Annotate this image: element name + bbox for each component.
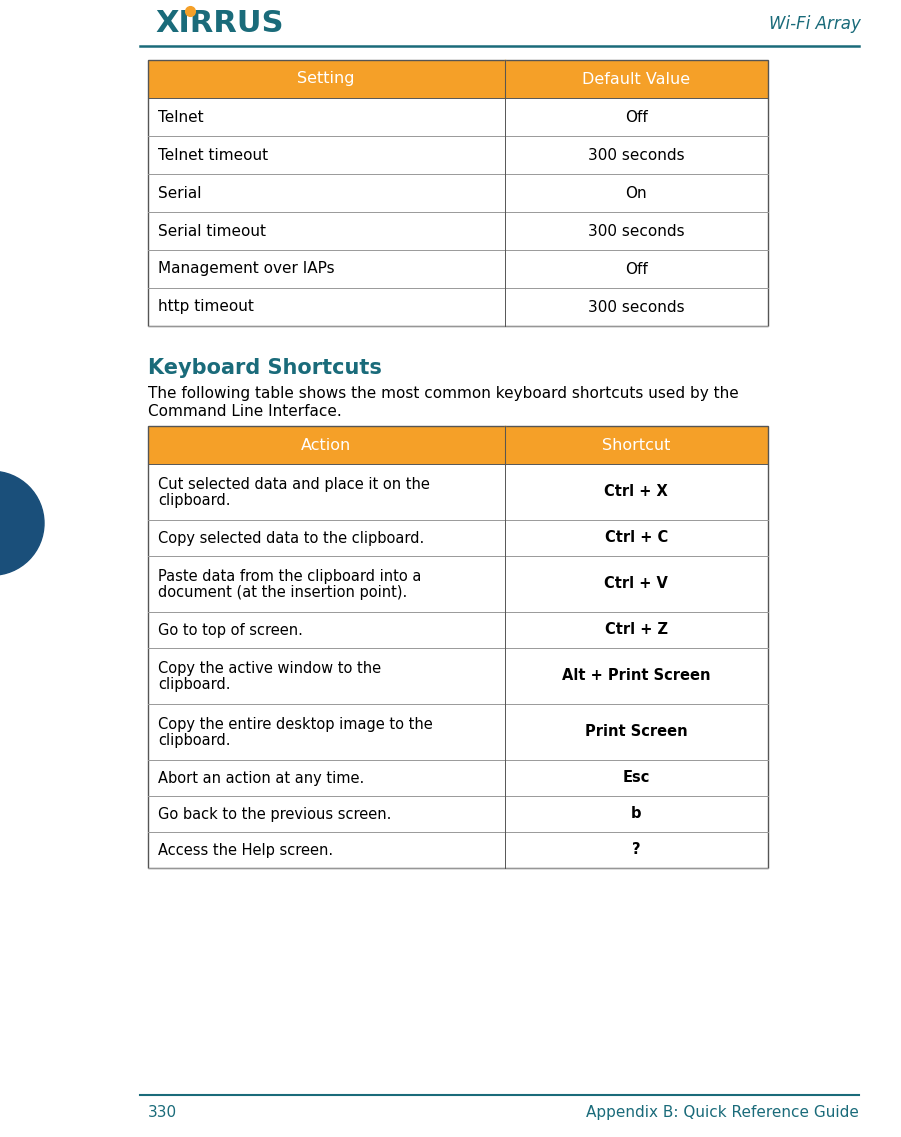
Text: Cut selected data and place it on the: Cut selected data and place it on the: [158, 476, 430, 491]
Text: Off: Off: [625, 109, 648, 124]
Text: Serial: Serial: [158, 185, 202, 200]
Text: clipboard.: clipboard.: [158, 732, 231, 747]
Text: Go to top of screen.: Go to top of screen.: [158, 622, 303, 638]
Text: 300 seconds: 300 seconds: [588, 148, 685, 163]
Text: Setting: Setting: [297, 72, 355, 86]
Text: Shortcut: Shortcut: [602, 438, 670, 453]
Bar: [148, 60, 768, 98]
Text: Serial timeout: Serial timeout: [158, 224, 266, 239]
Text: On: On: [625, 185, 647, 200]
Bar: [148, 704, 768, 760]
Text: The following table shows the most common keyboard shortcuts used by the: The following table shows the most commo…: [148, 385, 739, 401]
Bar: [148, 832, 768, 868]
Bar: [148, 796, 768, 832]
Text: Ctrl + V: Ctrl + V: [605, 576, 669, 591]
Bar: [148, 464, 768, 520]
Text: Ctrl + X: Ctrl + X: [605, 484, 669, 499]
Bar: [148, 648, 768, 704]
Bar: [148, 98, 768, 136]
Bar: [148, 760, 768, 796]
Bar: [148, 612, 768, 648]
Text: clipboard.: clipboard.: [158, 492, 231, 507]
Text: Telnet timeout: Telnet timeout: [158, 148, 268, 163]
Bar: [148, 556, 768, 612]
Text: 300 seconds: 300 seconds: [588, 224, 685, 239]
Text: Access the Help screen.: Access the Help screen.: [158, 843, 333, 857]
Bar: [148, 520, 768, 556]
Text: http timeout: http timeout: [158, 299, 254, 315]
Circle shape: [0, 471, 44, 575]
Text: Alt + Print Screen: Alt + Print Screen: [562, 669, 711, 683]
Text: Action: Action: [301, 438, 351, 453]
Text: Abort an action at any time.: Abort an action at any time.: [158, 771, 364, 786]
Text: Go back to the previous screen.: Go back to the previous screen.: [158, 806, 391, 822]
Text: Management over IAPs: Management over IAPs: [158, 262, 334, 276]
Text: Paste data from the clipboard into a: Paste data from the clipboard into a: [158, 568, 422, 583]
Text: Copy the active window to the: Copy the active window to the: [158, 661, 381, 675]
Bar: [148, 250, 768, 288]
Text: document (at the insertion point).: document (at the insertion point).: [158, 584, 407, 599]
Bar: [148, 136, 768, 174]
Text: 300 seconds: 300 seconds: [588, 299, 685, 315]
Text: 330: 330: [148, 1105, 177, 1120]
Bar: [148, 426, 768, 464]
Text: Keyboard Shortcuts: Keyboard Shortcuts: [148, 358, 382, 377]
Text: Default Value: Default Value: [582, 72, 690, 86]
Text: Print Screen: Print Screen: [585, 724, 687, 739]
Text: Telnet: Telnet: [158, 109, 204, 124]
Text: Ctrl + Z: Ctrl + Z: [605, 622, 668, 638]
Text: b: b: [631, 806, 642, 822]
Text: Ctrl + C: Ctrl + C: [605, 531, 668, 546]
Bar: [148, 174, 768, 211]
Text: ?: ?: [632, 843, 641, 857]
Bar: [148, 426, 768, 868]
Text: Copy selected data to the clipboard.: Copy selected data to the clipboard.: [158, 531, 424, 546]
Text: clipboard.: clipboard.: [158, 677, 231, 691]
Text: Off: Off: [625, 262, 648, 276]
Bar: [148, 288, 768, 326]
Text: Command Line Interface.: Command Line Interface.: [148, 404, 341, 420]
Text: Appendix B: Quick Reference Guide: Appendix B: Quick Reference Guide: [587, 1105, 859, 1120]
Text: XIRRUS: XIRRUS: [155, 9, 284, 38]
Text: Wi-Fi Array: Wi-Fi Array: [769, 15, 861, 33]
Text: Esc: Esc: [623, 771, 650, 786]
Text: Copy the entire desktop image to the: Copy the entire desktop image to the: [158, 716, 432, 731]
Bar: [148, 60, 768, 326]
Bar: [148, 211, 768, 250]
